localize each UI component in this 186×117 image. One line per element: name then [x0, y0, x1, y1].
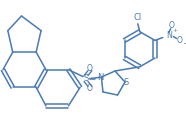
Text: N: N	[167, 31, 173, 40]
Text: Cl: Cl	[134, 13, 142, 22]
Text: O: O	[177, 36, 182, 45]
Text: O: O	[87, 84, 93, 93]
Text: O: O	[87, 64, 93, 73]
Text: +: +	[172, 28, 177, 33]
Text: S: S	[123, 78, 129, 87]
Text: –: –	[183, 39, 186, 48]
Text: S: S	[83, 74, 89, 83]
Text: N: N	[97, 73, 104, 82]
Text: O: O	[169, 21, 174, 30]
